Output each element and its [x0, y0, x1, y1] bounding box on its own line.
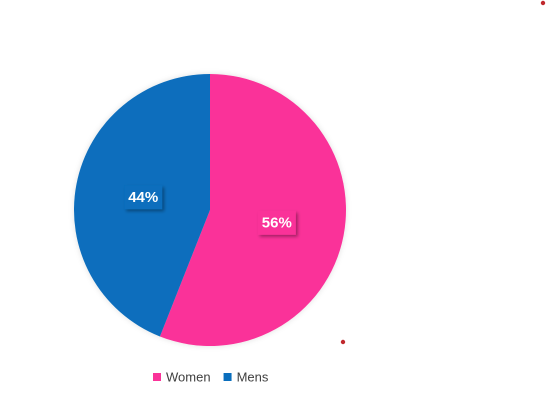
value-label: 56% — [262, 215, 292, 232]
value-label-box — [124, 185, 163, 210]
pie — [73, 74, 346, 347]
legend-swatch — [153, 373, 161, 381]
legend: Women Mens — [153, 369, 269, 384]
legend-swatch — [223, 373, 232, 381]
value-label-box — [257, 210, 296, 235]
legend-label: Women — [166, 369, 211, 384]
value-labels: 56% 44% — [124, 185, 296, 235]
handle-dot — [540, 0, 546, 6]
handle-dot — [340, 339, 346, 345]
value-label: 44% — [128, 189, 158, 206]
legend-label: Mens — [237, 369, 269, 384]
pie-slice — [159, 74, 346, 347]
